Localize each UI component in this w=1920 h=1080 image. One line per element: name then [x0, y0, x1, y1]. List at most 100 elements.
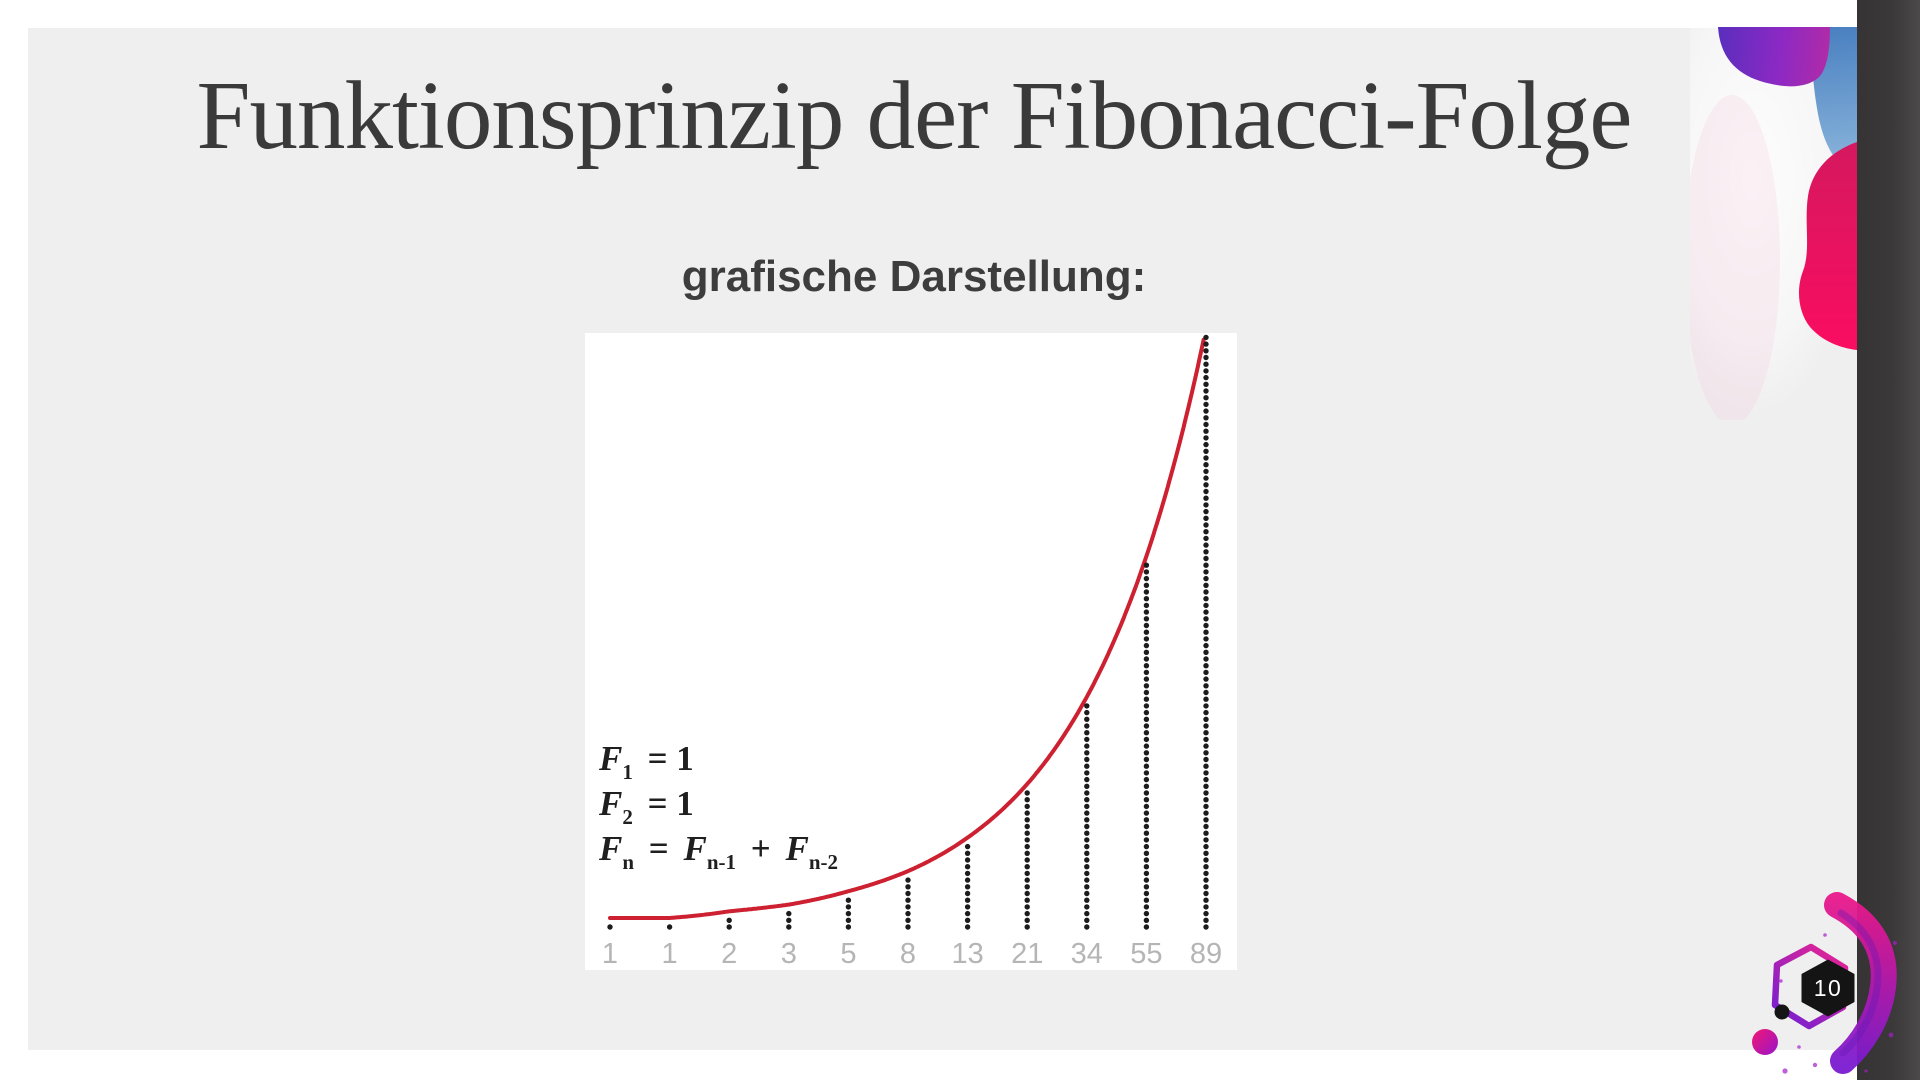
fibonacci-dot	[1084, 870, 1090, 877]
fibonacci-dot	[1203, 723, 1209, 729]
fibonacci-dot	[1084, 817, 1090, 823]
fibonacci-dot	[1143, 910, 1150, 917]
fibonacci-dot	[1084, 897, 1090, 903]
fibonacci-dot	[1203, 341, 1209, 347]
fibonacci-dot	[1024, 803, 1030, 810]
fibonacci-dot	[1203, 817, 1209, 823]
fibonacci-dot	[1024, 797, 1030, 803]
fibonacci-dot	[1084, 830, 1090, 836]
fibonacci-dot	[1143, 877, 1150, 883]
hexagon-badge	[1801, 959, 1855, 1017]
fibonacci-dot	[726, 924, 732, 930]
fibonacci-dot	[1084, 910, 1090, 917]
fibonacci-dot	[1143, 776, 1150, 783]
fibonacci-dot	[905, 924, 911, 930]
fibonacci-dot	[1143, 656, 1150, 662]
fibonacci-dot	[1203, 696, 1209, 702]
fibonacci-dot	[607, 924, 613, 930]
fibonacci-dot	[1203, 535, 1209, 542]
fibonacci-dot	[1203, 837, 1209, 843]
fibonacci-dot	[1203, 542, 1209, 548]
fibonacci-dot	[1143, 897, 1150, 903]
slide-title: Funktionsprinzip der Fibonacci-Folge	[196, 62, 1633, 169]
fibonacci-dot	[1203, 776, 1209, 783]
fibonacci-dot	[1084, 904, 1090, 910]
fibonacci-dot	[1084, 750, 1090, 756]
formula-var: F	[599, 739, 623, 778]
formula-plus: +	[750, 829, 771, 868]
fibonacci-dot	[1143, 837, 1150, 843]
fibonacci-dot	[1203, 904, 1209, 910]
fibonacci-dot	[1203, 609, 1209, 615]
fibonacci-dot	[1203, 401, 1209, 408]
fibonacci-dot	[1024, 904, 1030, 910]
fibonacci-dot	[726, 917, 732, 923]
fibonacci-dot	[1203, 596, 1209, 602]
fibonacci-dot	[1143, 736, 1150, 743]
fibonacci-dot	[1084, 857, 1090, 863]
fibonacci-dot	[1203, 870, 1209, 877]
fibonacci-dot	[1203, 857, 1209, 863]
fibonacci-dot	[786, 917, 792, 923]
fibonacci-dot	[1203, 629, 1209, 635]
fibonacci-dot	[786, 910, 792, 917]
fibonacci-dot	[1024, 810, 1030, 816]
formula-block: F1 = 1 F2 = 1 Fn = Fn-1 + Fn-2	[599, 739, 838, 874]
fibonacci-dot	[1143, 790, 1150, 796]
fibonacci-dot	[1024, 877, 1030, 883]
fibonacci-dot	[1143, 696, 1150, 702]
formula-subscript: n-1	[706, 850, 737, 874]
fibonacci-dot	[1203, 502, 1209, 508]
fibonacci-dot	[1084, 790, 1090, 796]
fibonacci-dot	[1203, 736, 1209, 743]
fibonacci-dot	[1203, 508, 1209, 515]
fibonacci-dot	[1203, 462, 1209, 468]
formula-subscript: 1	[622, 760, 633, 784]
fibonacci-dot	[1084, 877, 1090, 883]
fibonacci-dot	[1143, 622, 1150, 629]
fibonacci-dot	[1143, 857, 1150, 863]
fibonacci-dot	[1143, 750, 1150, 756]
fibonacci-dot	[964, 850, 971, 856]
fibonacci-dot	[1203, 843, 1209, 850]
fibonacci-dot	[1203, 575, 1209, 582]
fibonacci-dot	[1203, 709, 1209, 716]
fibonacci-dot	[1084, 730, 1090, 736]
fibonacci-chart: 1 1 2 3 5 8 13 21 34 55 89 F1 = 1 F2 = 1 Fn = Fn-1…	[585, 333, 1237, 970]
fibonacci-dot	[1203, 689, 1209, 696]
fibonacci-dot	[1143, 823, 1150, 830]
fibonacci-dot	[905, 910, 911, 917]
formula-var: F	[599, 784, 623, 823]
fibonacci-dot	[1203, 924, 1209, 930]
fibonacci-dot	[1203, 448, 1209, 454]
fibonacci-dot	[1024, 817, 1030, 823]
fibonacci-dot	[1084, 797, 1090, 803]
fibonacci-dot	[1143, 689, 1150, 696]
formula-var: F	[599, 829, 623, 868]
fibonacci-dot	[1203, 683, 1209, 689]
fibonacci-dot	[1084, 823, 1090, 830]
fibonacci-dot	[1143, 843, 1150, 850]
formula-var: F	[785, 829, 809, 868]
fibonacci-dot	[1024, 884, 1030, 890]
fibonacci-dot	[1203, 703, 1209, 709]
right-edge-band	[1857, 0, 1920, 1080]
fibonacci-dot	[1084, 770, 1090, 776]
fibonacci-dot	[1203, 421, 1209, 428]
paint-splash-streak	[1837, 909, 1882, 1057]
fibonacci-dot	[1203, 823, 1209, 830]
fibonacci-dot	[1203, 482, 1209, 488]
fibonacci-dot	[1143, 636, 1150, 642]
fibonacci-dot	[964, 843, 971, 850]
fibonacci-dot	[1143, 589, 1150, 595]
fibonacci-dot	[1203, 716, 1209, 722]
fibonacci-dot	[964, 864, 971, 870]
fibonacci-dot	[1203, 515, 1209, 521]
fibonacci-dot	[1203, 917, 1209, 923]
fibonacci-dot	[1024, 850, 1030, 856]
x-axis-label: 8	[900, 938, 916, 970]
fibonacci-dot	[1143, 569, 1150, 575]
fibonacci-dot	[1203, 663, 1209, 669]
fibonacci-dot	[1203, 522, 1209, 528]
